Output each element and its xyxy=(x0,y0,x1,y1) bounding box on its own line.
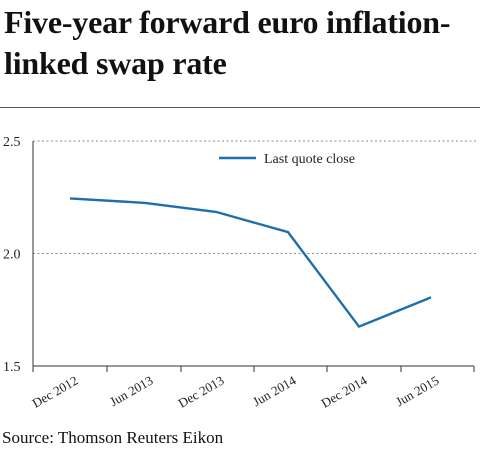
title-divider xyxy=(0,107,480,108)
x-tick-label: Jun 2013 xyxy=(107,373,155,410)
x-tick-label: Dec 2014 xyxy=(319,372,370,410)
line-chart: 1.5 2.0 2.5 Dec 2012 Jun 2013 Dec 2013 Jun 20… xyxy=(3,135,476,411)
x-tick-label: Dec 2013 xyxy=(176,373,227,411)
source-note: Source: Thomson Reuters Eikon xyxy=(2,428,224,447)
y-axis: 1.5 2.0 2.5 xyxy=(3,135,34,375)
x-tick-label: Jun 2015 xyxy=(393,373,441,410)
gridlines xyxy=(33,140,476,254)
y-tick-label: 2.0 xyxy=(3,248,21,263)
x-axis: Dec 2012 Jun 2013 Dec 2013 Jun 2014 Dec 2014… xyxy=(30,365,475,411)
x-tick-label: Dec 2012 xyxy=(30,373,81,411)
series-lines xyxy=(69,197,432,329)
y-tick-label: 2.5 xyxy=(3,135,21,150)
y-tick-label: 1.5 xyxy=(3,360,21,375)
x-tick-label: Jun 2014 xyxy=(250,372,299,409)
series-line xyxy=(69,197,432,329)
legend: Last quote close xyxy=(219,152,355,167)
legend-label: Last quote close xyxy=(264,152,355,167)
chart-title: Five-year forward euro inflation-linked … xyxy=(4,4,451,81)
